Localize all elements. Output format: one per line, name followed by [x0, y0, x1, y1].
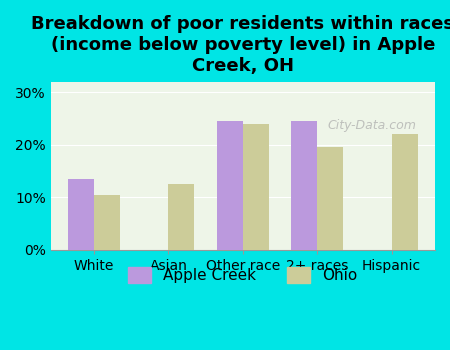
Bar	[168, 184, 194, 250]
Bar	[68, 179, 94, 250]
Bar	[243, 124, 269, 250]
Legend: Apple Creek, Ohio: Apple Creek, Ohio	[122, 261, 364, 289]
Bar	[392, 134, 418, 250]
Bar	[94, 195, 120, 250]
Title: Breakdown of poor residents within races
(income below poverty level) in Apple
C: Breakdown of poor residents within races…	[32, 15, 450, 75]
Text: City-Data.com: City-Data.com	[327, 119, 416, 132]
Bar	[217, 121, 243, 250]
Bar	[291, 121, 317, 250]
Bar	[317, 147, 343, 250]
